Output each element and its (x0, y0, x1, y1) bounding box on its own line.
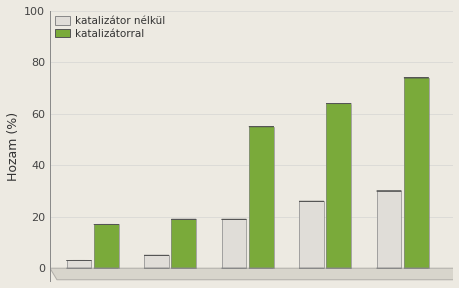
Bar (248, 127, 273, 268)
Polygon shape (50, 268, 459, 280)
Bar (87, 260, 91, 268)
Bar (191, 219, 196, 268)
Bar (298, 201, 323, 268)
Bar (376, 191, 401, 268)
Bar (319, 201, 323, 268)
Bar (171, 219, 196, 268)
Bar (94, 224, 118, 268)
Bar (396, 191, 401, 268)
Bar (144, 255, 168, 268)
Bar (221, 219, 246, 268)
Bar (67, 260, 91, 268)
Bar (403, 78, 428, 268)
Bar (326, 104, 350, 268)
Bar (269, 127, 273, 268)
Bar (164, 255, 168, 268)
Y-axis label: Hozam (%): Hozam (%) (7, 111, 20, 181)
Bar (241, 219, 246, 268)
Bar (114, 224, 118, 268)
Bar (423, 78, 428, 268)
Legend: katalizátor nélkül, katalizátorral: katalizátor nélkül, katalizátorral (55, 16, 165, 39)
Bar (346, 104, 350, 268)
